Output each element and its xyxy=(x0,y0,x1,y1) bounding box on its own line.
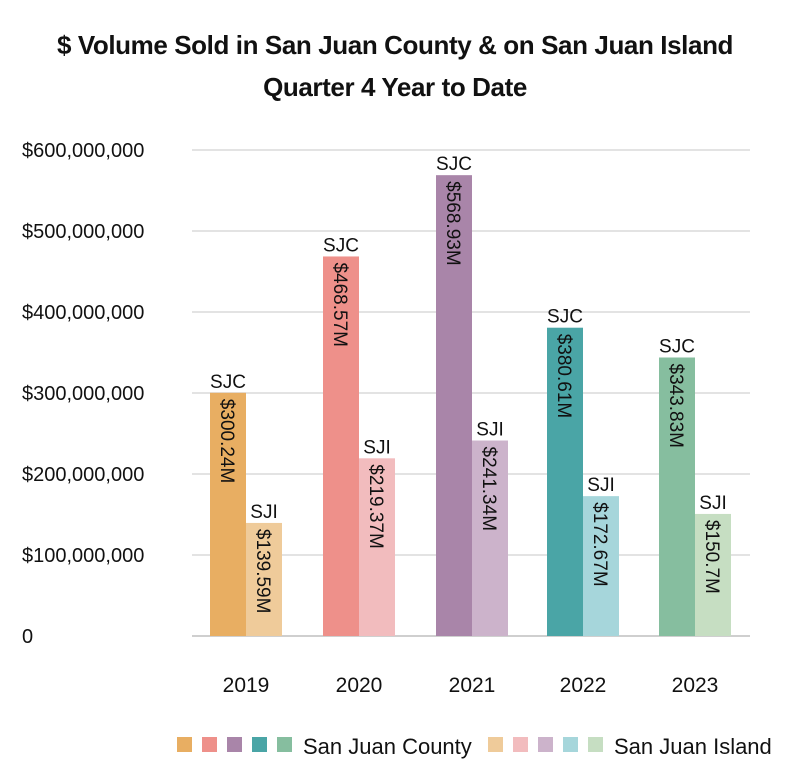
bar-sjc-2022 xyxy=(547,327,583,636)
legend-label: San Juan Island xyxy=(614,734,772,759)
bar-value-label: $172.67M xyxy=(589,502,610,587)
legend: San Juan County San Juan Island xyxy=(177,734,772,759)
legend-swatch xyxy=(252,737,267,752)
legend-swatch xyxy=(488,737,503,752)
bar-series-label: SJC xyxy=(210,372,246,393)
bar-series-label: SJC xyxy=(436,154,472,175)
bar-sji-2021 xyxy=(472,440,508,636)
y-tick-label: $100,000,000 xyxy=(22,545,144,567)
legend-swatch xyxy=(202,737,217,752)
bar-series-label: SJC xyxy=(547,307,583,328)
bar-sji-2022 xyxy=(583,496,619,636)
x-tick-label: 2019 xyxy=(223,674,270,697)
legend-label: San Juan County xyxy=(303,734,472,759)
bar-series-label: SJC xyxy=(323,235,359,256)
bar-sji-2019 xyxy=(246,522,282,636)
legend-swatch xyxy=(513,737,528,752)
y-axis-ticks: 0 $100,000,000 $200,000,000 $300,000,000 $40… xyxy=(22,140,144,648)
y-tick-label: $200,000,000 xyxy=(22,464,144,486)
bar-series-label: SJI xyxy=(250,502,277,523)
legend-swatch xyxy=(227,737,242,752)
bar-sjc-2021 xyxy=(436,175,472,637)
x-tick-label: 2022 xyxy=(560,674,607,697)
y-tick-label: 0 xyxy=(22,626,33,648)
bars: SJC $300.24M SJI $139.59M SJC $468.57M SJI $219… xyxy=(210,154,731,637)
y-tick-label: $500,000,000 xyxy=(22,221,144,243)
bar-value-label: $150.7M xyxy=(701,520,722,594)
bar-series-label: SJI xyxy=(699,493,726,514)
x-tick-label: 2021 xyxy=(449,674,496,697)
bar-value-label: $343.83M xyxy=(665,363,686,448)
x-axis-ticks: 2019 2020 2021 2022 2023 xyxy=(223,674,719,697)
legend-swatch xyxy=(277,737,292,752)
bar-sjc-2020 xyxy=(323,256,359,636)
bar-series-label: SJC xyxy=(659,336,695,357)
legend-swatch xyxy=(538,737,553,752)
y-tick-label: $400,000,000 xyxy=(22,302,144,324)
bar-series-label: SJI xyxy=(587,475,614,496)
chart-title: $ Volume Sold in San Juan County & on Sa… xyxy=(56,30,734,60)
bar-sji-2023 xyxy=(695,513,731,636)
x-tick-label: 2020 xyxy=(336,674,383,697)
bar-sji-2020 xyxy=(359,458,395,636)
bar-value-label: $139.59M xyxy=(252,529,273,614)
y-tick-label: $300,000,000 xyxy=(22,383,144,405)
bar-value-label: $468.57M xyxy=(329,262,350,347)
legend-swatch xyxy=(177,737,192,752)
bar-value-label: $241.34M xyxy=(478,447,499,532)
bar-series-label: SJI xyxy=(363,437,390,458)
bar-value-label: $568.93M xyxy=(442,181,463,266)
bar-sjc-2019 xyxy=(210,392,246,636)
y-tick-label: $600,000,000 xyxy=(22,140,144,162)
legend-swatch xyxy=(563,737,578,752)
bar-series-label: SJI xyxy=(476,420,503,441)
chart-subtitle: Quarter 4 Year to Date xyxy=(263,72,527,102)
x-tick-label: 2023 xyxy=(672,674,719,697)
bar-sjc-2023 xyxy=(659,357,695,636)
bar-value-label: $300.24M xyxy=(216,399,237,484)
bar-value-label: $219.37M xyxy=(365,464,386,549)
legend-swatch xyxy=(588,737,603,752)
bar-value-label: $380.61M xyxy=(553,334,574,419)
